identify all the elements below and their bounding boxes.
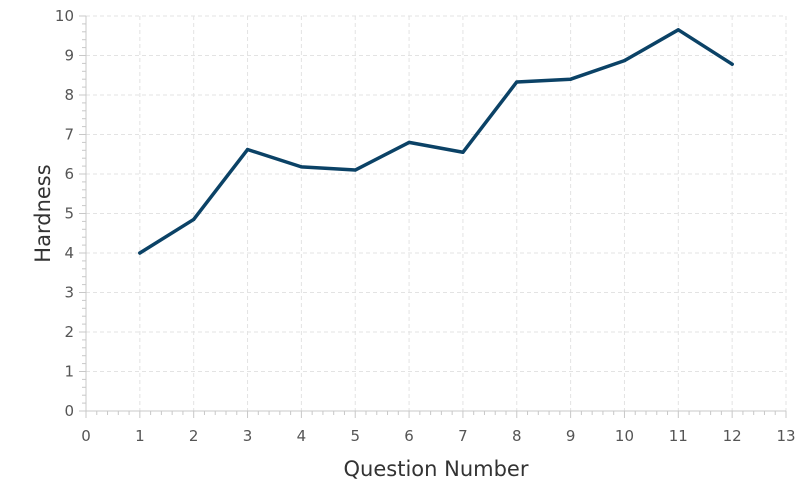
x-tick-label: 10 xyxy=(615,427,634,445)
x-tick-label: 6 xyxy=(404,427,414,445)
y-tick-label: 4 xyxy=(64,244,74,262)
x-tick-label: 9 xyxy=(566,427,576,445)
x-tick-label: 11 xyxy=(669,427,688,445)
x-tick-label: 8 xyxy=(512,427,522,445)
x-tick-label: 3 xyxy=(243,427,253,445)
data-point xyxy=(138,251,142,255)
data-point xyxy=(515,80,519,84)
x-tick-label: 2 xyxy=(189,427,199,445)
series-layer xyxy=(138,28,734,255)
data-point xyxy=(676,28,680,32)
y-tick-label: 2 xyxy=(64,323,74,341)
data-point xyxy=(353,168,357,172)
axes xyxy=(79,15,787,418)
y-tick-label: 5 xyxy=(64,205,74,223)
x-tick-label: 12 xyxy=(723,427,742,445)
y-tick-label: 1 xyxy=(64,363,74,381)
data-point xyxy=(569,77,573,81)
x-tick-label: 7 xyxy=(458,427,468,445)
x-tick-label: 4 xyxy=(297,427,307,445)
x-tick-label: 0 xyxy=(81,427,91,445)
y-tick-label: 3 xyxy=(64,284,74,302)
y-tick-label: 7 xyxy=(64,126,74,144)
data-point xyxy=(622,59,627,63)
data-point xyxy=(192,217,196,222)
x-axis-title: Question Number xyxy=(344,457,529,481)
y-tick-label: 8 xyxy=(64,86,74,104)
data-point xyxy=(299,165,303,169)
grid xyxy=(86,15,787,411)
data-point xyxy=(407,140,411,144)
y-tick-label: 10 xyxy=(55,7,74,25)
x-tick-label: 13 xyxy=(776,427,795,445)
y-axis-title: Hardness xyxy=(31,164,55,262)
y-tick-label: 6 xyxy=(64,165,74,183)
y-tick-label: 0 xyxy=(64,402,74,420)
data-point xyxy=(245,147,250,152)
x-tick-label: 1 xyxy=(135,427,145,445)
series-line xyxy=(138,28,734,255)
data-point xyxy=(461,150,465,154)
x-tick-label: 5 xyxy=(350,427,360,445)
y-tick-label: 9 xyxy=(64,47,74,65)
data-point xyxy=(730,62,734,66)
